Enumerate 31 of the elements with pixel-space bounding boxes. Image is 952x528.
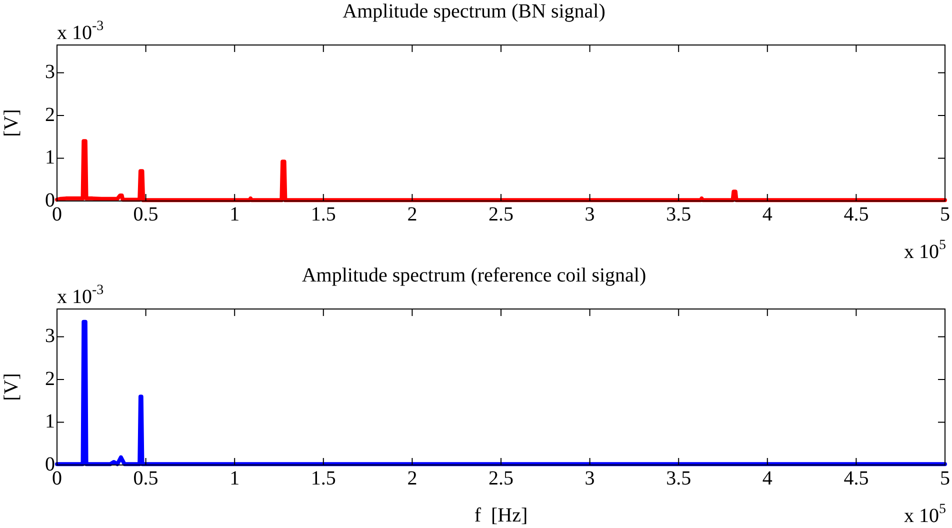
x-tick-label: 4 [762, 467, 772, 490]
x-tick-label: 3.5 [666, 203, 692, 226]
y-tick-label: 3 [45, 325, 55, 348]
x-tick-label: 4.5 [844, 203, 869, 226]
y-tick-label: 2 [45, 104, 55, 126]
y-axis-title: [V] [0, 373, 22, 401]
x-tick-label: 5 [940, 467, 950, 490]
x-tick-label: 3 [584, 203, 595, 226]
y-axis-title: [V] [0, 109, 22, 137]
x-tick-label: 3 [584, 467, 595, 490]
x-tick-label: 4.5 [844, 467, 869, 490]
y-tick-label: 1 [45, 410, 55, 433]
x-tick-label: 2 [407, 203, 418, 226]
y-tick-label: 1 [45, 146, 55, 169]
y-tick-label: 2 [45, 368, 55, 390]
y-tick-label: 3 [45, 61, 55, 84]
chart-title: Amplitude spectrum (BN signal) [342, 0, 606, 22]
x-tick-label: 2.5 [488, 203, 514, 226]
x-tick-label: 1 [230, 203, 240, 226]
x-tick-label: 1 [230, 467, 240, 490]
x-axis-title: f [Hz] [474, 504, 528, 526]
x-tick-label: 2.5 [488, 467, 514, 490]
x-tick-label: 2 [407, 467, 418, 490]
x-tick-label: 0.5 [133, 467, 158, 490]
x-tick-label: 5 [940, 203, 950, 226]
x-tick-label: 0.5 [133, 203, 158, 226]
x-tick-label: 1.5 [310, 203, 336, 226]
x-tick-label: 4 [762, 203, 772, 226]
x-tick-label: 3.5 [666, 467, 692, 490]
chart-title: Amplitude spectrum (reference coil signal) [302, 264, 646, 286]
x-tick-label: 1.5 [310, 467, 336, 490]
